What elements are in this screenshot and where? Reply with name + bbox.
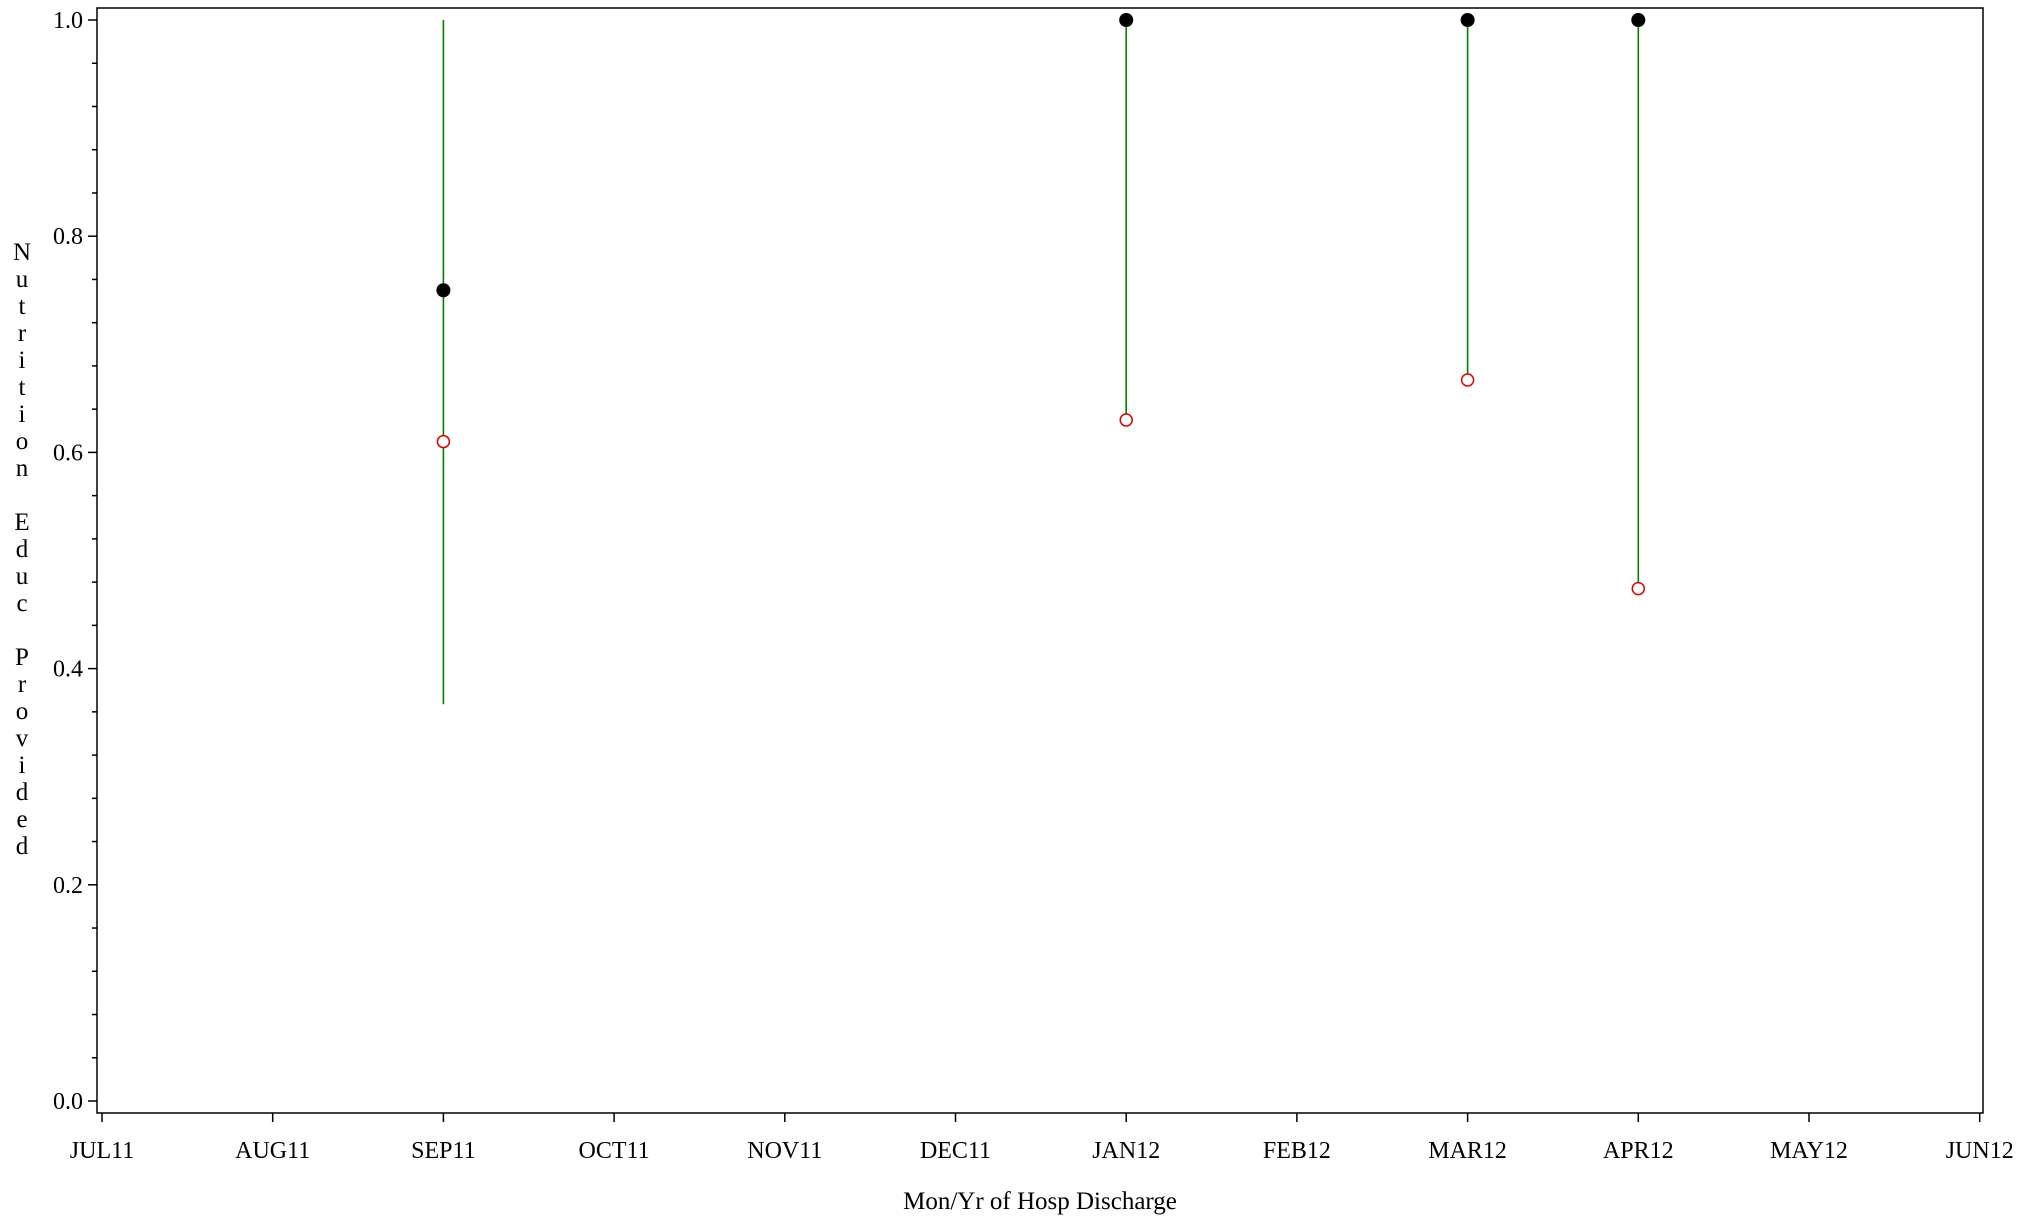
y-axis-label-letter: r bbox=[18, 320, 27, 347]
x-tick-label: JAN12 bbox=[1092, 1138, 1160, 1164]
y-tick-label: 0.2 bbox=[53, 873, 83, 899]
y-axis-label-letter: u bbox=[16, 266, 29, 293]
x-tick-label: JUL11 bbox=[70, 1138, 134, 1164]
x-tick-label: OCT11 bbox=[579, 1138, 650, 1164]
y-axis-label-letter: n bbox=[16, 455, 29, 482]
y-axis: 0.0 0.2 0.4 0.6 0.8 1.0 bbox=[53, 8, 97, 1115]
y-axis-label-letter: i bbox=[19, 401, 26, 428]
filled-point bbox=[1460, 13, 1475, 27]
y-axis-label-letter: N bbox=[13, 239, 31, 266]
x-axis-label: Mon/Yr of Hosp Discharge bbox=[903, 1188, 1177, 1215]
y-tick-label: 0.0 bbox=[53, 1089, 83, 1115]
open-point bbox=[1119, 413, 1133, 427]
y-axis-label-letter: r bbox=[18, 671, 27, 698]
y-tick-label: 0.4 bbox=[53, 657, 83, 683]
y-axis-label-letter: o bbox=[16, 698, 29, 725]
y-axis-label-letter: d bbox=[16, 779, 29, 806]
y-axis-label-letter: o bbox=[16, 428, 29, 455]
x-tick-label: MAR12 bbox=[1428, 1138, 1507, 1164]
y-axis-label-letter: P bbox=[15, 644, 29, 671]
filled-point bbox=[1119, 13, 1134, 27]
y-axis-label-letter: t bbox=[19, 374, 26, 401]
plot-frame bbox=[96, 7, 1984, 1114]
y-axis-label-letter: c bbox=[16, 590, 27, 617]
y-axis-label-letter: e bbox=[16, 806, 27, 833]
open-point bbox=[1631, 581, 1646, 596]
filled-point bbox=[1631, 13, 1646, 27]
x-tick-label: DEC11 bbox=[920, 1138, 991, 1164]
x-tick-label: MAY12 bbox=[1770, 1138, 1848, 1164]
y-axis-label-letter: E bbox=[14, 509, 29, 536]
interval-lines bbox=[442, 20, 1640, 705]
y-axis-label-letter: u bbox=[16, 563, 29, 590]
y-axis-label-letter: d bbox=[16, 833, 29, 860]
x-tick-label: SEP11 bbox=[411, 1138, 475, 1164]
open-point bbox=[436, 434, 451, 449]
y-axis-label-letter: t bbox=[19, 293, 26, 320]
y-axis-label-letter: i bbox=[19, 347, 26, 374]
x-tick-label: JUN12 bbox=[1946, 1138, 2014, 1164]
x-tick-label: NOV11 bbox=[747, 1138, 822, 1164]
y-tick-label: 0.8 bbox=[53, 224, 83, 250]
x-tick-label: FEB12 bbox=[1263, 1138, 1331, 1164]
y-axis-label-letter: d bbox=[16, 536, 29, 563]
x-tick-label: AUG11 bbox=[235, 1138, 310, 1164]
open-point bbox=[1460, 373, 1475, 387]
filled-point bbox=[436, 283, 451, 298]
x-tick-label: APR12 bbox=[1603, 1138, 1674, 1164]
y-axis-label-letter: i bbox=[19, 752, 26, 779]
markers bbox=[436, 13, 1646, 596]
y-tick-label: 1.0 bbox=[53, 8, 83, 34]
y-tick-label: 0.6 bbox=[53, 440, 83, 466]
x-axis: JUL11 AUG11 SEP11 OCT11 NOV11 DEC11 JAN12 FEB12… bbox=[70, 1113, 2014, 1164]
y-axis-label-letter: v bbox=[16, 725, 29, 752]
